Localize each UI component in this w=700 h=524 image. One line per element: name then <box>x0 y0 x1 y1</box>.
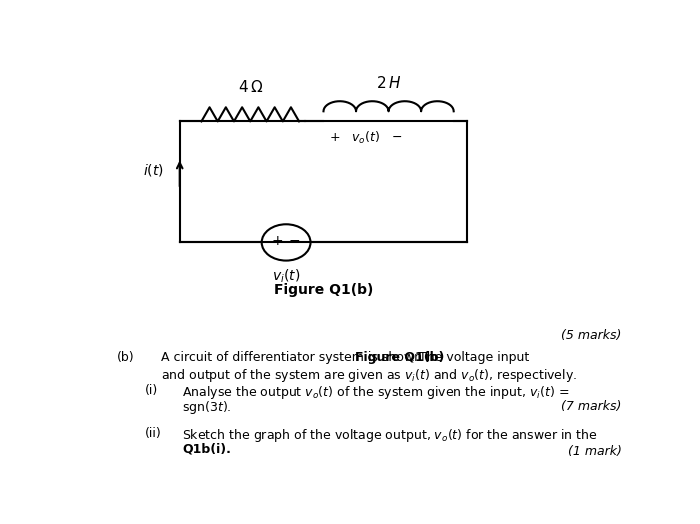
Text: (ii): (ii) <box>144 427 161 440</box>
Text: A circuit of differentiator system is shown in: A circuit of differentiator system is sh… <box>161 352 441 364</box>
Text: $4\,\Omega$: $4\,\Omega$ <box>237 79 263 95</box>
Text: Sketch the graph of the voltage output, $v_o(t)$ for the answer in the: Sketch the graph of the voltage output, … <box>183 427 598 444</box>
Text: Q1b(i).: Q1b(i). <box>183 442 231 455</box>
Text: −: − <box>289 234 300 248</box>
Text: (1 mark): (1 mark) <box>568 444 622 457</box>
Text: $i(t)$: $i(t)$ <box>143 162 163 178</box>
Text: $2\,H$: $2\,H$ <box>376 75 401 91</box>
Text: $+$   $v_o(t)$   $-$: $+$ $v_o(t)$ $-$ <box>329 130 402 146</box>
Text: Figure Q1(b): Figure Q1(b) <box>274 283 373 297</box>
Text: sgn(3$t$).: sgn(3$t$). <box>183 399 232 416</box>
Text: (b): (b) <box>118 352 135 364</box>
Text: (i): (i) <box>144 384 158 397</box>
Text: (5 marks): (5 marks) <box>561 329 622 342</box>
Text: . The voltage input: . The voltage input <box>411 352 529 364</box>
Text: and output of the system are given as $v_i(t)$ and $v_o(t)$, respectively.: and output of the system are given as $v… <box>161 367 577 384</box>
Text: Analyse the output $v_o(t)$ of the system given the input, $v_i(t)$ =: Analyse the output $v_o(t)$ of the syste… <box>183 384 570 401</box>
Text: (7 marks): (7 marks) <box>561 400 622 413</box>
Text: Figure Q1(b): Figure Q1(b) <box>355 352 444 364</box>
Text: +: + <box>272 234 284 248</box>
Text: $v_i(t)$: $v_i(t)$ <box>272 268 300 285</box>
